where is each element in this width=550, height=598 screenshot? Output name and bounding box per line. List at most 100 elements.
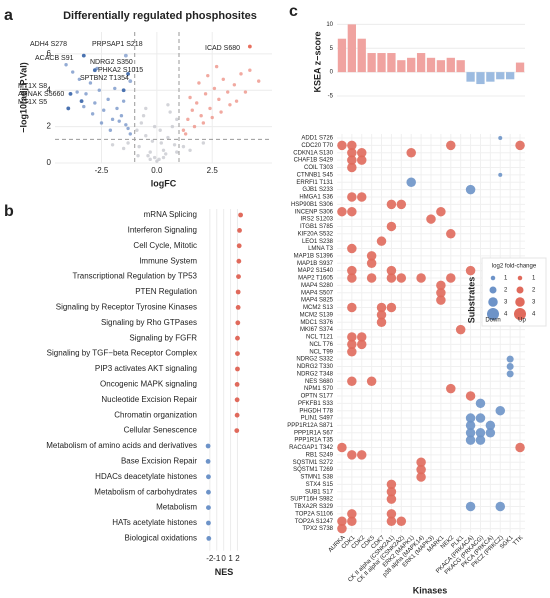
bubble [356, 147, 367, 158]
bubble [446, 229, 456, 239]
y-tick-label: MKI67 S374 [300, 327, 334, 333]
y-tick-label: SQSTM1 S272 [293, 460, 334, 466]
bubble [376, 236, 387, 246]
bubble [337, 206, 347, 217]
annotated-point [66, 106, 71, 111]
bar [337, 38, 347, 73]
bubble [376, 302, 387, 313]
x-tick-label: 1 [228, 554, 233, 563]
bubble [436, 206, 446, 217]
data-point [175, 117, 179, 122]
data-point [181, 128, 186, 132]
bubble [416, 472, 426, 482]
y-tick-label: STMN1 S38 [300, 475, 333, 481]
y-tick-label: PPP1R12A S871 [287, 423, 333, 429]
y-axis-label: −log10(adj.P.Val) [18, 62, 28, 133]
bubble [386, 199, 397, 210]
y-tick-label: 4 [47, 85, 52, 94]
y-tick-label: RB1 S249 [306, 452, 334, 458]
dot [235, 320, 241, 326]
y-tick-label: Cell Cycle, Mitotic [133, 241, 197, 250]
data-point [106, 97, 110, 102]
dot [235, 289, 241, 295]
data-point [88, 81, 93, 85]
y-tick-label: 10 [326, 22, 333, 28]
y-tick-label: GJB1 S233 [302, 187, 333, 193]
data-point [115, 106, 119, 111]
dot [206, 520, 211, 526]
bubble [347, 339, 357, 350]
bubble [475, 398, 486, 409]
y-tick-label: TBXA2R S329 [294, 504, 334, 510]
y-tick-label: MCM2 S139 [300, 312, 334, 318]
bubble [475, 428, 486, 438]
y-tick-label: COIL T303 [304, 165, 334, 171]
legend-label: 3 [532, 300, 536, 306]
annotated-point [126, 71, 130, 76]
point-label: ICAD S680 [205, 45, 240, 52]
data-point [124, 123, 128, 127]
data-point [175, 150, 179, 154]
data-point [126, 126, 130, 131]
y-tick-label: 0 [47, 158, 52, 167]
dot [236, 258, 242, 264]
data-point [113, 86, 117, 91]
bubble [506, 370, 514, 378]
point-label: ADH4 S278 [30, 41, 67, 48]
bubble [498, 172, 503, 177]
bubble [347, 516, 357, 526]
y-tick-label: HDACs deacetylate histones [95, 472, 197, 481]
bar [466, 72, 475, 82]
bubble [386, 509, 397, 519]
data-point [148, 157, 152, 162]
y-tick-label: HATs acetylate histones [112, 518, 197, 527]
bubble [337, 140, 347, 151]
data-point [64, 63, 68, 67]
y-tick-label: 2 [47, 122, 52, 131]
y-tick-label: Base Excision Repair [121, 457, 197, 466]
bubble [436, 295, 446, 305]
dot [234, 412, 240, 418]
bar [407, 57, 416, 73]
data-point [219, 110, 223, 114]
data-point [192, 124, 197, 129]
dot [234, 397, 240, 403]
y-tick-label: Chromatin organization [114, 410, 197, 419]
dot [235, 351, 240, 356]
data-point [248, 68, 252, 72]
y-tick-label: NCL T121 [306, 335, 334, 341]
y-tick-label: MAP1B S1396 [294, 253, 334, 259]
bubble [465, 428, 476, 438]
bar [486, 72, 495, 82]
bubble [347, 376, 357, 386]
bubble [386, 487, 397, 497]
bubble [347, 332, 357, 342]
y-tick-label: PLIN1 S497 [301, 416, 334, 422]
point-label: PHKA2 S1015 [98, 67, 143, 74]
data-point [137, 144, 141, 149]
data-point [228, 103, 232, 107]
point-label: SPTBN2 T1354 [80, 75, 129, 82]
y-tick-label: Signaling by Receptor Tyrosine Kinases [56, 303, 197, 312]
bubble [347, 206, 357, 217]
bubble [465, 435, 476, 445]
y-tick-label: SUPT16H S982 [290, 497, 333, 503]
bubble [485, 428, 496, 438]
annotated-point [247, 44, 252, 49]
data-point [139, 121, 144, 125]
bubble [406, 147, 416, 158]
legend-label: Up [518, 318, 526, 324]
legend-marker [516, 286, 524, 294]
bubble [366, 273, 377, 283]
data-point [186, 117, 190, 122]
legend-label: 1 [532, 276, 536, 282]
chart-title: Differentially regulated phosphosites [63, 10, 257, 22]
data-point [152, 155, 157, 160]
legend-marker [517, 275, 523, 281]
y-tick-label: Interferon Signaling [128, 226, 197, 235]
bubble [347, 147, 357, 158]
annotated-point [121, 88, 126, 93]
data-point [188, 95, 192, 100]
dot [205, 459, 211, 464]
y-axis-label: KSEA z−score [312, 32, 322, 93]
